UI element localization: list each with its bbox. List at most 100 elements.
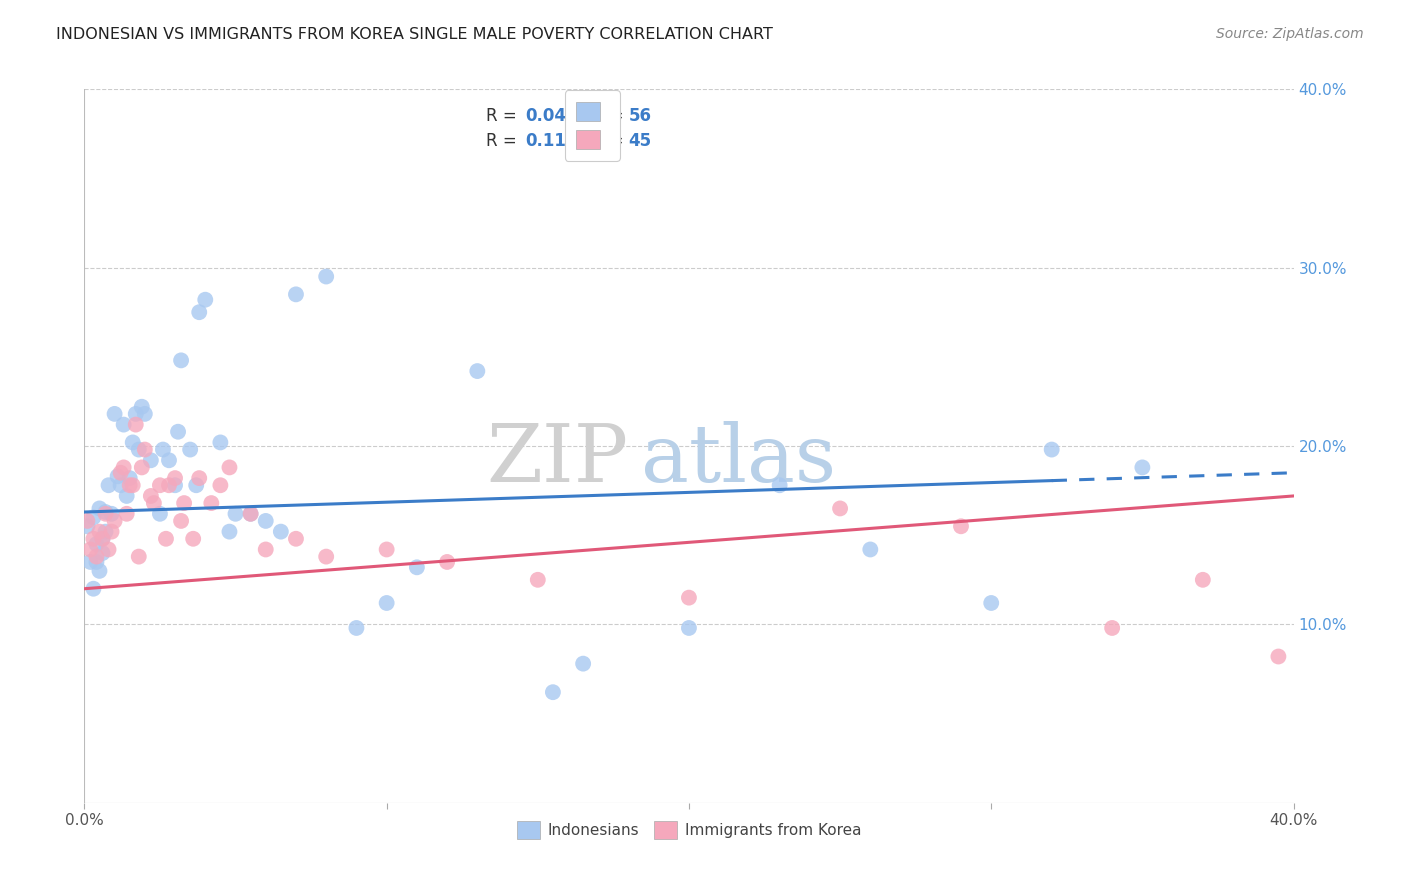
Text: R =: R = — [486, 132, 527, 150]
Point — [188, 305, 211, 319]
Point — [82, 582, 104, 596]
Point — [79, 542, 101, 557]
Point — [678, 591, 700, 605]
Text: 0.041: 0.041 — [526, 107, 578, 125]
Point — [173, 496, 195, 510]
Point — [149, 478, 172, 492]
Point — [170, 353, 193, 368]
Point — [239, 507, 262, 521]
Point — [225, 507, 247, 521]
Text: atlas: atlas — [641, 421, 835, 500]
Point — [315, 549, 337, 564]
Point — [678, 621, 700, 635]
Point — [100, 507, 122, 521]
Point — [94, 505, 117, 519]
Point — [110, 466, 132, 480]
Point — [181, 532, 204, 546]
Text: 56: 56 — [628, 107, 651, 125]
Text: N =: N = — [592, 132, 628, 150]
Point — [142, 496, 165, 510]
Point — [91, 532, 114, 546]
Point — [128, 442, 150, 457]
Point — [112, 417, 135, 432]
Point — [128, 549, 150, 564]
Point — [541, 685, 564, 699]
Point — [125, 417, 148, 432]
Point — [980, 596, 1002, 610]
Text: INDONESIAN VS IMMIGRANTS FROM KOREA SINGLE MALE POVERTY CORRELATION CHART: INDONESIAN VS IMMIGRANTS FROM KOREA SING… — [56, 27, 773, 42]
Point — [118, 478, 141, 492]
Point — [254, 542, 277, 557]
Point — [89, 501, 111, 516]
Point — [82, 510, 104, 524]
Point — [125, 407, 148, 421]
Point — [134, 442, 156, 457]
Point — [157, 478, 180, 492]
Legend: Indonesians, Immigrants from Korea: Indonesians, Immigrants from Korea — [510, 815, 868, 845]
Point — [467, 364, 489, 378]
Point — [112, 460, 135, 475]
Point — [157, 453, 180, 467]
Point — [100, 524, 122, 539]
Point — [769, 478, 792, 492]
Text: 0.110: 0.110 — [526, 132, 578, 150]
Point — [131, 460, 153, 475]
Point — [139, 489, 162, 503]
Point — [139, 453, 162, 467]
Point — [89, 564, 111, 578]
Text: Source: ZipAtlas.com: Source: ZipAtlas.com — [1216, 27, 1364, 41]
Point — [82, 532, 104, 546]
Point — [315, 269, 337, 284]
Point — [165, 478, 187, 492]
Point — [115, 489, 138, 503]
Point — [91, 532, 114, 546]
Point — [179, 442, 201, 457]
Point — [209, 435, 232, 450]
Point — [86, 555, 108, 569]
Point — [200, 496, 222, 510]
Point — [89, 524, 111, 539]
Point — [134, 407, 156, 421]
Point — [1192, 573, 1215, 587]
Point — [121, 478, 143, 492]
Point — [155, 532, 177, 546]
Point — [950, 519, 973, 533]
Point — [406, 560, 429, 574]
Point — [218, 524, 240, 539]
Point — [218, 460, 240, 475]
Point — [104, 407, 127, 421]
Point — [830, 501, 852, 516]
Point — [527, 573, 550, 587]
Point — [859, 542, 882, 557]
Point — [110, 478, 132, 492]
Point — [115, 507, 138, 521]
Point — [149, 507, 172, 521]
Point — [194, 293, 217, 307]
Text: 45: 45 — [628, 132, 651, 150]
Text: R =: R = — [486, 107, 522, 125]
Point — [76, 514, 98, 528]
Point — [97, 542, 120, 557]
Point — [104, 514, 127, 528]
Point — [86, 549, 108, 564]
Point — [254, 514, 277, 528]
Point — [188, 471, 211, 485]
Point — [285, 287, 308, 301]
Point — [118, 471, 141, 485]
Point — [572, 657, 595, 671]
Point — [285, 532, 308, 546]
Point — [1267, 649, 1289, 664]
Point — [165, 471, 187, 485]
Text: ZIP: ZIP — [486, 421, 628, 500]
Point — [94, 524, 117, 539]
Point — [1040, 442, 1063, 457]
Point — [186, 478, 208, 492]
Point — [1130, 460, 1153, 475]
Point — [121, 435, 143, 450]
Point — [209, 478, 232, 492]
Point — [94, 507, 117, 521]
Point — [76, 519, 98, 533]
Point — [375, 542, 398, 557]
Point — [167, 425, 190, 439]
Point — [375, 596, 398, 610]
